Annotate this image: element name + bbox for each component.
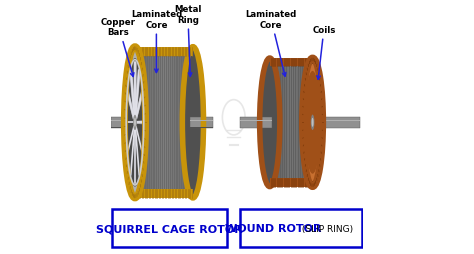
Ellipse shape [306,79,319,166]
Bar [310,120,360,121]
Ellipse shape [306,79,319,166]
Bar [135,47,193,57]
Ellipse shape [309,100,316,146]
Bar [239,120,272,121]
FancyBboxPatch shape [239,209,362,247]
Text: SQUIRREL CAGE ROTOR: SQUIRREL CAGE ROTOR [96,223,243,233]
Bar [135,47,193,198]
Ellipse shape [305,73,320,173]
Ellipse shape [304,72,320,174]
Text: Laminated
Core: Laminated Core [246,10,297,77]
Ellipse shape [124,47,146,198]
Text: (SLIP RING): (SLIP RING) [300,224,354,233]
Bar [239,117,272,128]
Ellipse shape [311,115,314,131]
Bar [191,120,213,121]
Text: Laminated
Core: Laminated Core [131,10,182,73]
Ellipse shape [260,59,280,187]
Bar [270,59,312,187]
Text: WOUND ROTOR: WOUND ROTOR [225,223,322,233]
Bar [310,117,360,128]
Ellipse shape [305,73,320,173]
Ellipse shape [303,64,322,182]
Bar [270,179,312,187]
Ellipse shape [308,91,318,155]
Ellipse shape [303,65,322,180]
Bar [270,59,312,67]
Ellipse shape [126,59,144,187]
Text: Copper
Bars: Copper Bars [101,18,136,77]
Text: Metal
Ring: Metal Ring [174,5,201,77]
Bar [111,117,137,128]
Ellipse shape [133,115,137,130]
Bar [191,117,213,128]
FancyBboxPatch shape [112,209,227,247]
Ellipse shape [182,47,203,198]
Ellipse shape [307,88,318,158]
Ellipse shape [302,59,323,187]
Bar [135,189,193,198]
Ellipse shape [134,118,136,127]
Ellipse shape [311,118,314,127]
Text: Coils: Coils [312,25,336,80]
Ellipse shape [306,82,319,164]
Bar [111,120,137,121]
